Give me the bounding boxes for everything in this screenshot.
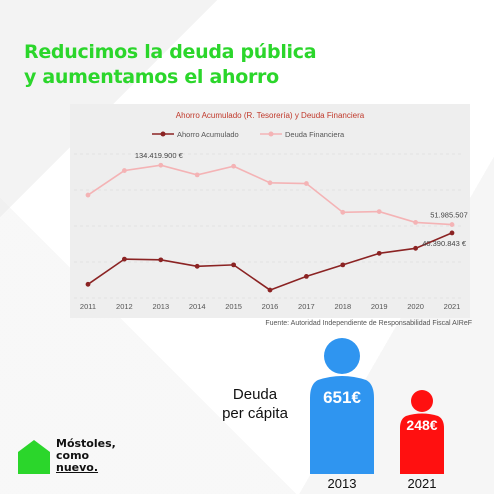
x-tick-label: 2020 [407, 302, 424, 311]
legend-label-deuda: Deuda Financiera [285, 130, 345, 139]
x-tick-label: 2016 [262, 302, 279, 311]
x-tick-label: 2017 [298, 302, 315, 311]
x-tick-label: 2011 [80, 302, 96, 311]
data-point-ahorro [413, 245, 418, 251]
data-point-deuda [267, 180, 273, 186]
legend-marker-deuda [268, 131, 274, 137]
headline-line-1: Reducimos la deuda pública [24, 41, 317, 63]
legend-label-ahorro: Ahorro Acumulado [177, 130, 239, 139]
data-point-ahorro [231, 262, 237, 268]
data-point-ahorro [376, 250, 382, 256]
data-point-deuda [158, 162, 164, 168]
data-point-deuda [231, 163, 237, 169]
source-note: Fuente: Autoridad Independiente de Respo… [265, 320, 472, 327]
per-capita-value-2021: 248€ [406, 417, 438, 433]
data-point-ahorro [158, 257, 164, 263]
headline: Reducimos la deuda pública y aumentamos … [24, 40, 464, 90]
per-capita-label: Deuda per cápita [205, 385, 305, 423]
house-logo-icon [18, 440, 50, 474]
data-point-ahorro [449, 230, 455, 236]
person-icon-2021: 248€ [400, 390, 444, 474]
series-line-ahorro [87, 232, 453, 291]
x-tick-label: 2019 [371, 302, 388, 311]
logo-text: Móstoles, como nuevo. [56, 438, 116, 474]
data-point-ahorro [304, 274, 309, 279]
data-point-ahorro [194, 263, 200, 269]
data-point-ahorro [267, 287, 273, 293]
x-tick-label: 2021 [444, 302, 461, 311]
per-capita-label-line-2: per cápita [222, 405, 288, 422]
per-capita-value-2013: 651€ [323, 388, 361, 407]
x-tick-label: 2018 [334, 302, 351, 311]
data-point-ahorro [85, 281, 91, 287]
x-tick-label: 2012 [116, 302, 133, 311]
data-point-deuda [449, 222, 455, 227]
legend-marker-ahorro [160, 131, 166, 137]
data-label-ahorro-2021: 40.390.843 € [422, 239, 467, 248]
logo-line-3: nuevo. [56, 461, 99, 474]
data-point-deuda [413, 220, 418, 225]
x-tick-label: 2014 [189, 302, 206, 311]
data-point-deuda [376, 209, 382, 214]
data-point-deuda [340, 209, 346, 215]
data-point-deuda [194, 172, 200, 178]
headline-line-2: y aumentamos el ahorro [24, 66, 279, 88]
chart-panel: Ahorro Acumulado (R. Tesorería) y Deuda … [70, 104, 470, 318]
x-tick-label: 2015 [225, 302, 242, 311]
data-label-deuda-2013: 134.419.900 € [135, 151, 184, 160]
logo: Móstoles, como nuevo. [18, 438, 138, 478]
line-chart: Ahorro Acumulado (R. Tesorería) y Deuda … [74, 111, 470, 311]
data-point-deuda [122, 168, 127, 173]
logo-line-2: como [56, 449, 90, 462]
data-point-deuda [85, 192, 91, 198]
series-line-deuda [87, 164, 453, 226]
per-capita-year-2013: 2013 [327, 476, 357, 491]
chart-title: Ahorro Acumulado (R. Tesorería) y Deuda … [176, 111, 365, 120]
x-tick-label: 2013 [152, 302, 169, 311]
person-icon-2013: 651€ [310, 338, 374, 474]
data-point-deuda [304, 181, 309, 186]
data-point-ahorro [122, 256, 127, 262]
data-point-ahorro [340, 262, 346, 268]
data-label-deuda-2021: 51.985.507 € [430, 211, 470, 220]
per-capita-label-line-1: Deuda [232, 386, 278, 403]
per-capita-year-2021: 2021 [407, 476, 437, 491]
logo-line-1: Móstoles, [56, 437, 116, 450]
